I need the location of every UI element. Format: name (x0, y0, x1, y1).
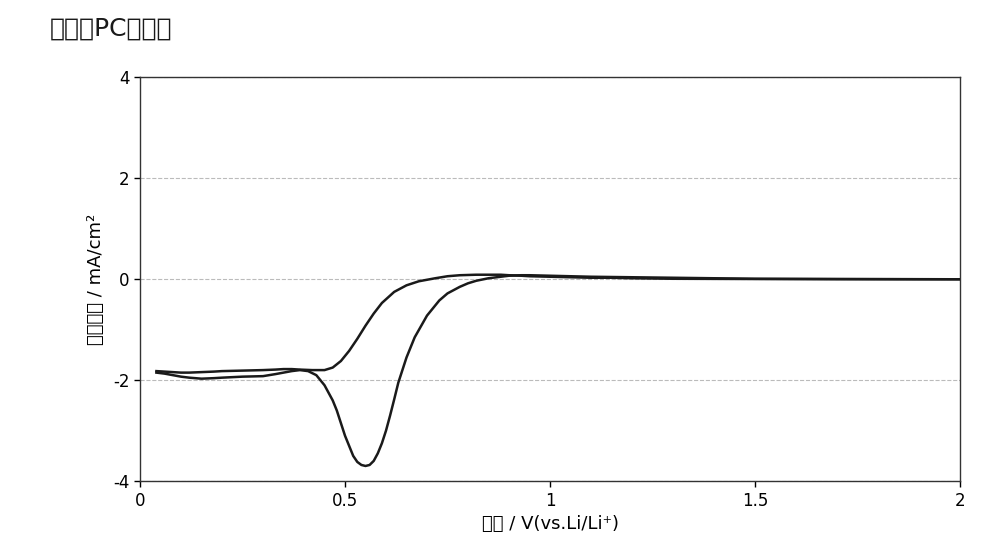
Y-axis label: 电流密度 / mA/cm²: 电流密度 / mA/cm² (87, 213, 105, 345)
Text: 不含有PC电解液: 不含有PC电解液 (50, 17, 173, 40)
X-axis label: 电位 / V(vs.Li/Li⁺): 电位 / V(vs.Li/Li⁺) (482, 515, 618, 533)
